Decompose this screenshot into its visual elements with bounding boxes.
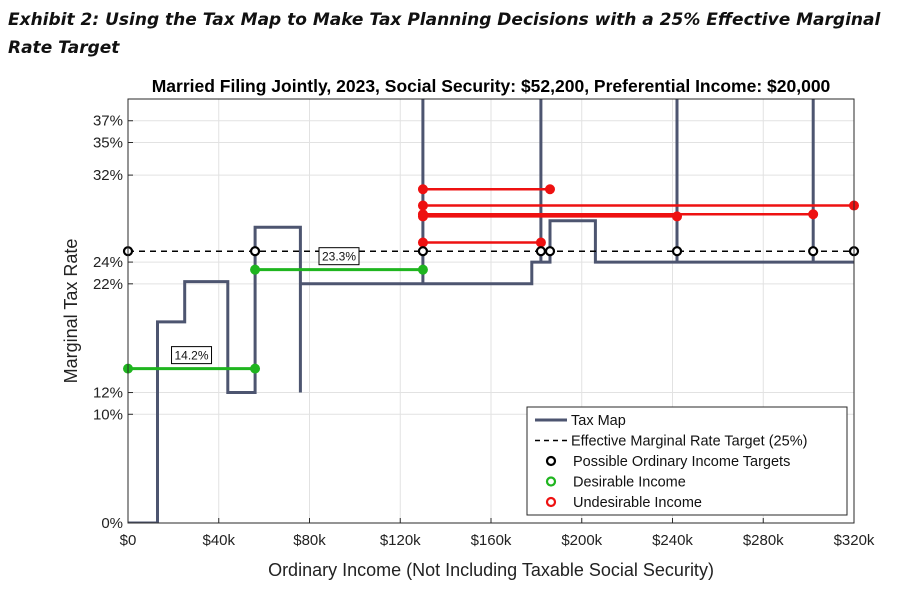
y-tick-label: 0% xyxy=(101,515,123,532)
ordinary-income-target-marker xyxy=(535,246,547,257)
legend-label: Undesirable Income xyxy=(573,495,702,511)
legend-label: Effective Marginal Rate Target (25%) xyxy=(571,434,807,450)
legend-label: Desirable Income xyxy=(573,475,686,491)
y-tick-label: 10% xyxy=(93,406,123,423)
tax-map-line xyxy=(128,99,854,523)
undesirable-income-marker xyxy=(417,209,428,220)
legend: Tax Map Effective Marginal Rate Target (2… xyxy=(526,406,848,516)
undesirable-income-marker xyxy=(417,237,428,248)
data-label: 14.2% xyxy=(175,349,209,363)
y-axis-label: Marginal Tax Rate xyxy=(61,239,81,384)
undesirable-income-marker xyxy=(808,209,819,220)
ordinary-income-target-marker xyxy=(417,246,429,257)
data-label: 23.3% xyxy=(322,250,356,264)
legend-swatch-marker xyxy=(545,476,557,487)
legend-box xyxy=(526,406,848,516)
desirable-income-marker xyxy=(250,264,261,275)
undesirable-income-marker xyxy=(535,237,546,248)
desirable-income-marker xyxy=(250,363,261,374)
legend-swatch-marker xyxy=(545,496,557,508)
data-label-box xyxy=(171,346,213,365)
x-tick-label: $120k xyxy=(380,532,421,549)
axis-ticks: $0 $40k $80k $120k $160k $200k $240k $280k $320k… xyxy=(93,113,875,549)
series-layer: 14.2% 23.3% xyxy=(122,99,860,523)
desirable-income-marker xyxy=(417,264,428,275)
legend-label: Possible Ordinary Income Targets xyxy=(573,454,790,470)
y-tick-label: 32% xyxy=(93,167,123,184)
x-tick-label: $240k xyxy=(652,532,693,549)
undesirable-income-marker xyxy=(417,184,428,195)
legend-entry: Possible Ordinary Income Targets xyxy=(545,454,790,470)
ordinary-income-target-marker xyxy=(544,246,556,257)
y-tick-label: 37% xyxy=(93,113,123,130)
ordinary-income-target-marker xyxy=(671,246,683,257)
y-tick-label: 22% xyxy=(93,276,123,293)
legend-entry: Effective Marginal Rate Target (25%) xyxy=(535,434,807,450)
x-tick-label: $80k xyxy=(293,532,326,549)
x-tick-label: $200k xyxy=(561,532,602,549)
undesirable-income-marker xyxy=(417,200,428,211)
plot-area xyxy=(128,99,854,523)
undesirable-income-marker xyxy=(544,184,555,195)
legend-entry: Desirable Income xyxy=(545,475,686,491)
x-axis-label: Ordinary Income (Not Including Taxable S… xyxy=(268,560,714,580)
y-tick-label: 35% xyxy=(93,134,123,151)
chart-title: Married Filing Jointly, 2023, Social Sec… xyxy=(152,76,831,96)
data-label-box xyxy=(318,247,360,266)
ordinary-income-target-marker xyxy=(808,246,819,257)
x-tick-label: $40k xyxy=(202,532,235,549)
legend-label: Tax Map xyxy=(571,413,626,429)
x-tick-label: $0 xyxy=(120,532,137,549)
x-tick-label: $320k xyxy=(834,532,875,549)
exhibit-title: Exhibit 2: Using the Tax Map to Make Tax… xyxy=(8,10,881,58)
legend-entry: Tax Map xyxy=(535,413,626,429)
x-tick-label: $280k xyxy=(743,532,784,549)
legend-entry: Undesirable Income xyxy=(545,495,702,511)
y-tick-label: 12% xyxy=(93,385,123,402)
x-tick-label: $160k xyxy=(471,532,512,549)
y-tick-label: 24% xyxy=(93,254,123,271)
ordinary-income-target-marker xyxy=(249,246,261,257)
legend-swatch-marker xyxy=(545,455,557,467)
